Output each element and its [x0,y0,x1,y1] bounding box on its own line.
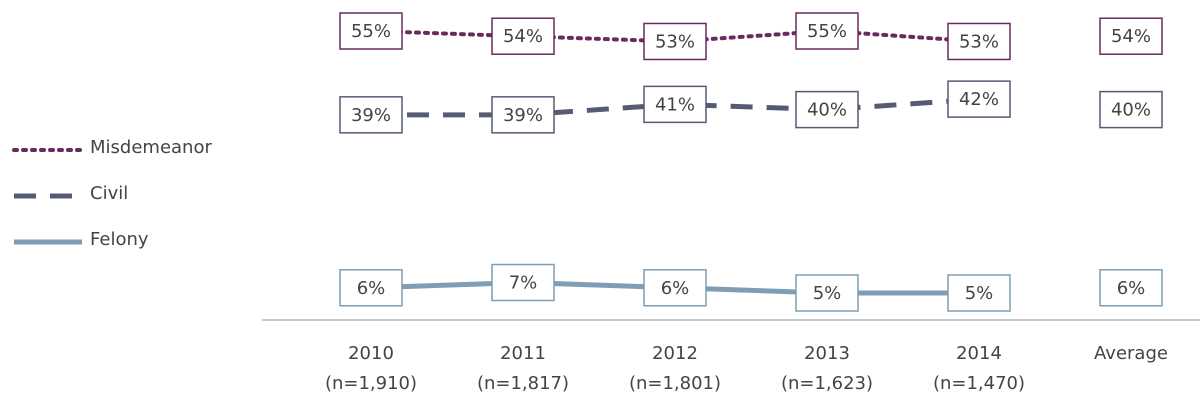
legend-label: Misdemeanor [90,137,212,158]
value-label-box [491,96,555,134]
value-label: 39% [503,105,543,126]
value-label-box [795,12,859,50]
value-label: 53% [959,31,999,52]
x-tick-label: Average [1094,343,1168,364]
value-label-box [1099,17,1163,55]
x-tick-note: (n=1,910) [325,373,417,394]
value-label: 40% [807,100,847,121]
value-label: 7% [509,273,538,294]
x-tick-label: 2011 [500,343,546,364]
value-label: 42% [959,89,999,110]
x-tick-note: (n=1,801) [629,373,721,394]
value-label: 54% [1111,26,1151,47]
value-label: 55% [351,21,391,42]
value-label-box [947,80,1011,118]
value-label-box [339,12,403,50]
value-label-box [643,269,707,307]
value-label: 40% [1111,100,1151,121]
value-label: 39% [351,105,391,126]
value-label-box [1099,269,1163,307]
x-tick-label: 2010 [348,343,394,364]
value-label-box [795,274,859,312]
x-tick-label: 2014 [956,343,1002,364]
value-label-box [947,22,1011,61]
value-label-box [643,22,707,61]
value-label-box [491,17,555,55]
x-tick-label: 2012 [652,343,698,364]
value-label-box [339,269,403,307]
value-label-box [795,90,859,129]
legend-label: Felony [90,229,149,250]
legend-label: Civil [90,183,128,204]
value-label-box [1099,90,1163,129]
value-label: 6% [1117,278,1146,299]
value-label: 6% [661,278,690,299]
value-label: 6% [357,278,386,299]
value-label-box [947,274,1011,312]
value-label: 53% [655,31,695,52]
x-tick-note: (n=1,817) [477,373,569,394]
value-label: 54% [503,26,543,47]
x-tick-note: (n=1,470) [933,373,1025,394]
x-tick-label: 2013 [804,343,850,364]
value-label-box [643,85,707,124]
value-label: 5% [813,283,842,304]
value-label-box [491,263,555,302]
value-label: 5% [965,283,994,304]
value-label-box [339,96,403,134]
value-label: 55% [807,21,847,42]
x-tick-note: (n=1,623) [781,373,873,394]
value-label: 41% [655,94,695,115]
